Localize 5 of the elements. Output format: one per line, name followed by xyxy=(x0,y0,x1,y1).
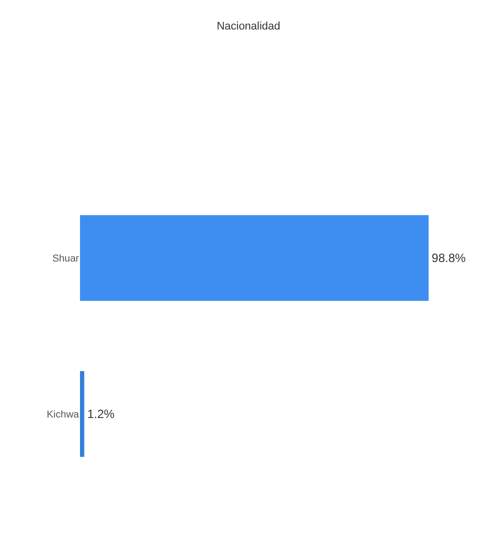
chart-title: Nacionalidad xyxy=(216,20,280,32)
y-tick-label: Kichwa xyxy=(46,410,80,420)
y-tick-label: Shuar xyxy=(52,254,80,264)
data-label: 98.8% xyxy=(432,251,466,265)
data-label: 1.2% xyxy=(87,407,115,421)
